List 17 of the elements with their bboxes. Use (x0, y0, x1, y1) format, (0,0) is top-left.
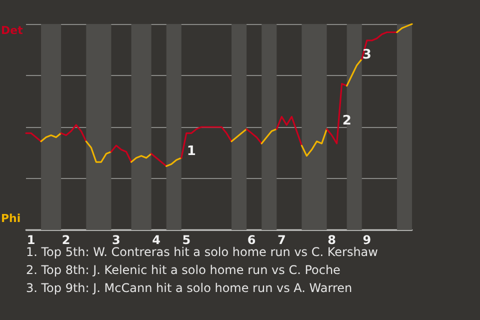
annotation: 3 (362, 47, 372, 62)
text: Det (1, 24, 23, 37)
x-tick-label: 5 (182, 233, 191, 247)
x-tick-label: 6 (247, 233, 256, 247)
text: 2. Top 8th: J. Kelenic hit a solo home run vs C. Poche (26, 263, 340, 277)
text: 1. Top 5th: W. Contreras hit a solo home run vs C. Kershaw (26, 245, 378, 259)
annotation: 2 (342, 113, 352, 128)
x-tick-label: 7 (277, 233, 286, 247)
x-tick-label: 2 (62, 233, 70, 247)
x-tick-label: 9 (362, 233, 372, 247)
text: Phi (1, 212, 21, 225)
x-tick-label: 4 (152, 233, 161, 247)
text: 3. Top 9th: J. McCann hit a solo home run vs A. Warren (26, 281, 352, 295)
x-tick-label: 8 (328, 233, 336, 247)
x-tick-label: 3 (112, 233, 120, 247)
x-tick-label: 1 (26, 233, 36, 247)
annotation: 1 (186, 144, 196, 160)
